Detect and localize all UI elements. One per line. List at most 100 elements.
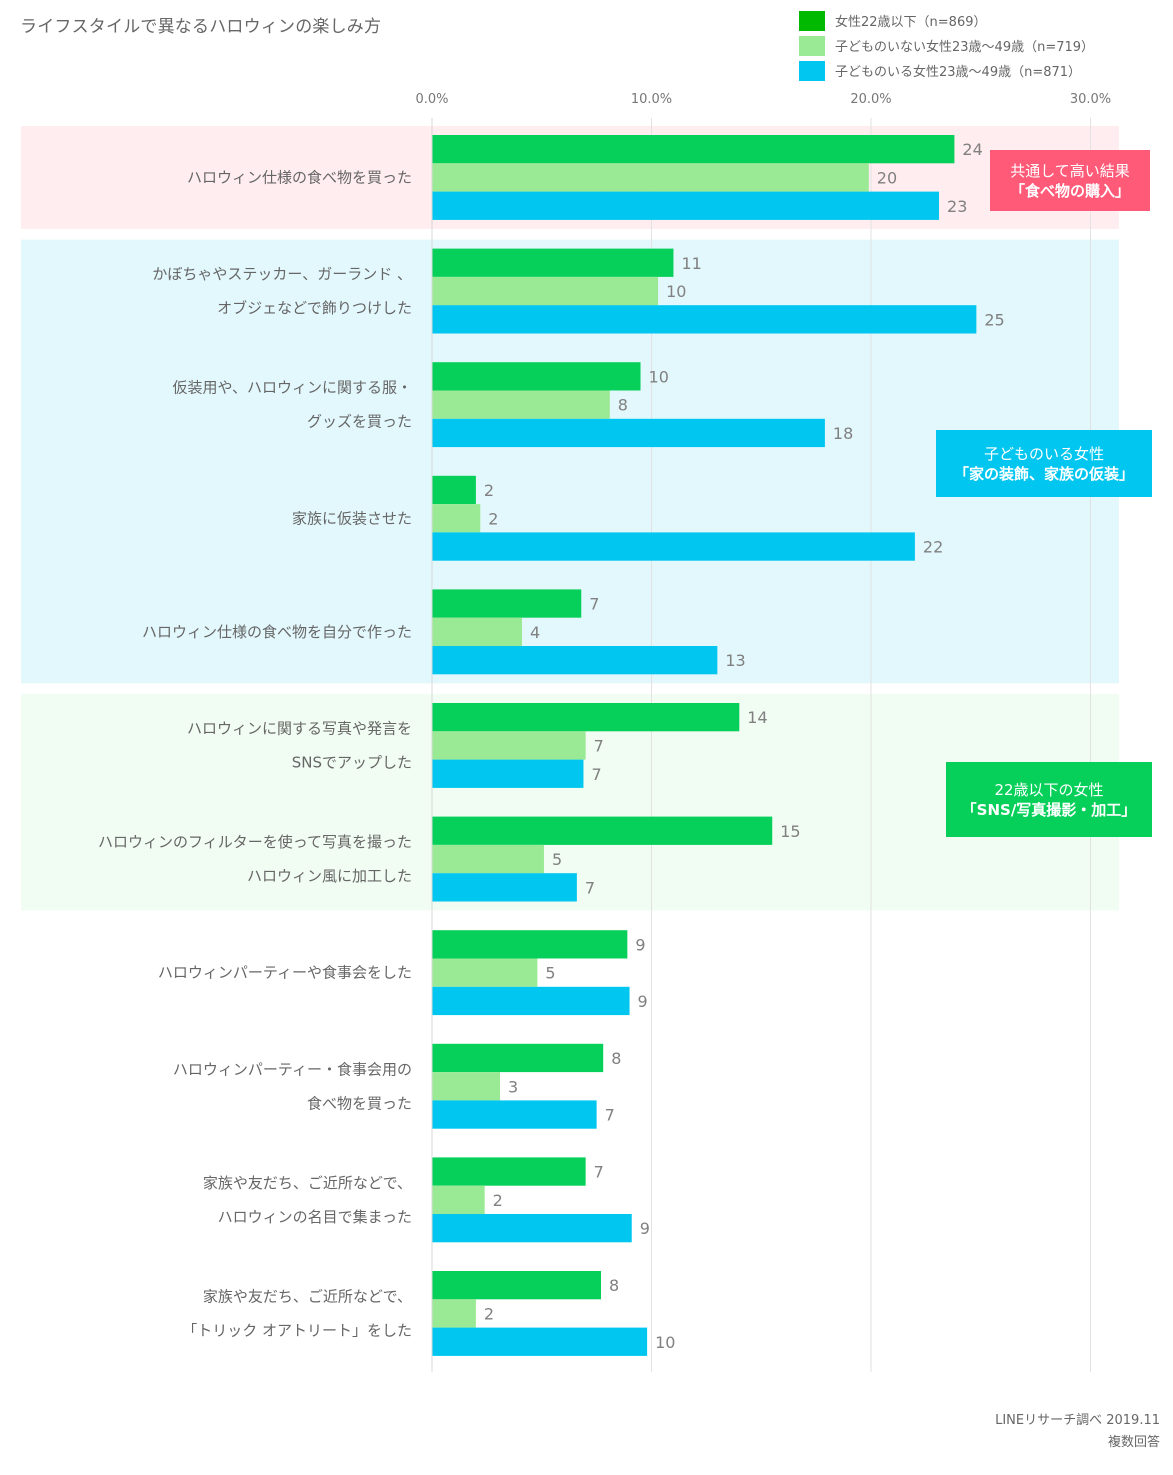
value-label: 24 <box>962 140 982 159</box>
callout-line2: 「SNS/写真撮影・加工」 <box>961 800 1137 819</box>
category-label: ハロウィン仕様の食べ物を買った <box>187 168 412 186</box>
value-label: 13 <box>725 651 745 670</box>
bar-with-children <box>432 873 577 902</box>
value-label: 8 <box>618 396 628 415</box>
bar-with-children <box>432 986 630 1016</box>
bar-no-children <box>432 1185 485 1214</box>
value-label: 18 <box>833 424 853 443</box>
category-label: かぼちゃやステッカー、ガーランド 、 <box>152 265 412 283</box>
bar-with-children <box>432 418 825 448</box>
category-label: 家族や友だち、ご近所などで、 <box>203 1174 412 1192</box>
x-tick-label: 0.0% <box>415 92 448 107</box>
legend-label: 子どものいない女性23歳～49歳（n=719） <box>835 40 1095 55</box>
bar-no-children <box>432 958 538 987</box>
value-label: 7 <box>605 1106 615 1125</box>
category-label: ハロウィンパーティーや食事会をした <box>158 964 412 982</box>
bar-no-children <box>432 1299 476 1328</box>
bar-with-children <box>432 1100 597 1129</box>
bar-with-children <box>432 1327 648 1356</box>
value-label: 5 <box>552 850 562 869</box>
value-label: 22 <box>923 538 943 557</box>
category-label: SNSでアップした <box>292 753 412 771</box>
callout-line2: 「食べ物の購入」 <box>1009 181 1130 200</box>
legend-swatch <box>799 60 825 81</box>
value-label: 9 <box>640 1219 650 1238</box>
bar-no-children <box>432 617 522 646</box>
callout-line1: 共通して高い結果 <box>1010 161 1130 180</box>
value-label: 5 <box>545 964 555 983</box>
bar-under22 <box>432 362 641 391</box>
bar-under22 <box>432 1157 586 1186</box>
callout-food-purchase: 共通して高い結果 「食べ物の購入」 <box>990 150 1150 211</box>
category-label: 家族に仮装させた <box>292 509 412 527</box>
bar-no-children <box>432 844 544 874</box>
legend: 女性22歳以下（n=869） 子どものいない女性23歳～49歳（n=719） 子… <box>799 8 1094 83</box>
value-label: 15 <box>780 822 800 841</box>
value-label: 9 <box>635 935 645 954</box>
response-type-note: 複数回答 <box>1107 1435 1160 1450</box>
bar-no-children <box>432 276 659 306</box>
legend-label: 子どものいる女性23歳～49歳（n=871） <box>835 65 1082 80</box>
callout-line1: 子どものいる女性 <box>983 444 1104 463</box>
category-label: オブジェなどで飾りつけした <box>217 299 412 317</box>
value-label: 10 <box>655 1333 675 1352</box>
value-label: 4 <box>530 623 540 642</box>
value-label: 7 <box>591 765 601 784</box>
bar-under22 <box>432 816 773 845</box>
bar-under22 <box>432 248 674 277</box>
x-tick-label: 30.0% <box>1070 92 1111 107</box>
value-label: 14 <box>747 708 767 727</box>
callout-home-decoration: 子どものいる女性 「家の装飾、家族の仮装」 <box>936 430 1152 497</box>
value-label: 2 <box>488 509 498 528</box>
bar-no-children <box>432 390 610 419</box>
category-label: グッズを買った <box>307 413 412 431</box>
x-tick-label: 10.0% <box>631 92 672 107</box>
legend-swatch <box>799 10 825 31</box>
bar-under22 <box>432 475 476 505</box>
value-label: 8 <box>609 1276 619 1295</box>
value-label: 2 <box>493 1191 503 1210</box>
category-label: 「トリック オアトリート」をした <box>182 1321 412 1339</box>
bar-with-children <box>432 191 940 220</box>
callout-sns-photo: 22歳以下の女性 「SNS/写真撮影・加工」 <box>946 762 1152 837</box>
bar-with-children <box>432 1214 632 1243</box>
bar-under22 <box>432 1043 604 1073</box>
legend-swatch <box>799 35 825 56</box>
value-label: 25 <box>984 310 1004 329</box>
value-label: 2 <box>484 481 494 500</box>
category-label: ハロウィン風に加工した <box>247 867 412 885</box>
category-label: ハロウィンのフィルターを使って写真を撮った <box>98 833 412 851</box>
value-label: 9 <box>638 992 648 1011</box>
category-label: 家族や友だち、ご近所などで、 <box>203 1287 412 1305</box>
value-label: 3 <box>508 1077 518 1096</box>
callout-line1: 22歳以下の女性 <box>994 780 1104 799</box>
bar-under22 <box>432 135 955 164</box>
source-line: LINEリサーチ調べ 2019.11 <box>995 1413 1160 1428</box>
bar-no-children <box>432 504 481 533</box>
value-label: 7 <box>594 1163 604 1182</box>
value-label: 10 <box>649 367 669 386</box>
category-label: 仮装用や、ハロウィンに関する服・ <box>172 379 412 397</box>
category-label: ハロウィンに関する写真や発言を <box>187 719 412 737</box>
bar-under22 <box>432 1271 602 1300</box>
bar-no-children <box>432 163 869 192</box>
legend-item-with-children: 子どものいる女性23歳～49歳（n=871） <box>799 58 1094 83</box>
value-label: 7 <box>589 595 599 614</box>
value-label: 2 <box>484 1304 494 1323</box>
source-note: LINEリサーチ調べ 2019.11 複数回答 <box>995 1410 1160 1454</box>
legend-label: 女性22歳以下（n=869） <box>835 15 987 30</box>
bar-under22 <box>432 930 628 959</box>
bar-no-children <box>432 731 586 760</box>
x-tick-label: 20.0% <box>850 92 891 107</box>
chart-title: ライフスタイルで異なるハロウィンの楽しみ方 <box>20 17 382 37</box>
value-label: 7 <box>594 736 604 755</box>
value-label: 11 <box>681 254 701 273</box>
category-label: ハロウィンパーティー・食事会用の <box>173 1060 412 1078</box>
bar-with-children <box>432 305 977 334</box>
category-label: ハロウィン仕様の食べ物を自分で作った <box>142 623 412 641</box>
value-label: 7 <box>585 878 595 897</box>
bar-with-children <box>432 532 915 561</box>
value-label: 10 <box>666 282 686 301</box>
legend-item-no-children: 子どものいない女性23歳～49歳（n=719） <box>799 33 1094 58</box>
